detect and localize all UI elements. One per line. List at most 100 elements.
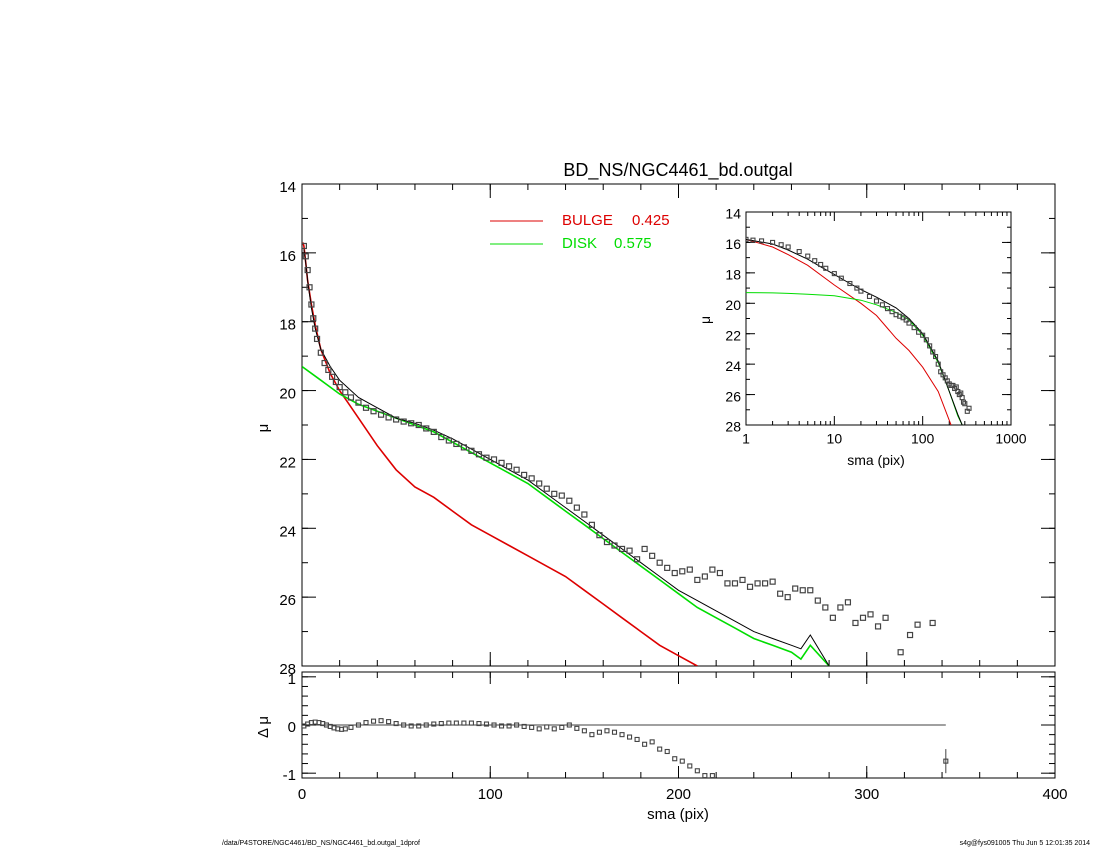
main-data-point	[656, 559, 663, 566]
main-data-point	[329, 373, 336, 380]
inset-data-point	[935, 361, 941, 367]
main-data-point	[829, 614, 836, 621]
main-data-point	[430, 428, 437, 435]
main-data-point	[498, 459, 505, 466]
main-data-point	[490, 456, 498, 463]
main-data-point	[929, 619, 936, 627]
main-y-tick-label: 18	[279, 317, 296, 334]
main-data-point	[588, 521, 596, 528]
residual-data-point	[491, 722, 497, 728]
inset-data-point	[916, 329, 922, 335]
main-data-point	[321, 359, 328, 367]
inset-data-point	[847, 280, 853, 287]
residual-data-point	[694, 768, 700, 774]
main-data-point	[784, 594, 791, 601]
inset-clipped-layer	[746, 236, 972, 425]
residual-data-point	[342, 726, 348, 732]
inset-data-point	[953, 384, 959, 390]
main-data-point	[573, 504, 580, 511]
residual-data-point	[566, 722, 572, 728]
main-data-point	[408, 420, 415, 427]
main-data-point	[312, 325, 319, 332]
inset-y-tick-label: 16	[725, 236, 741, 252]
inset-data-point	[903, 317, 909, 323]
inset-data-point	[962, 401, 968, 407]
main-data-point	[468, 447, 475, 454]
main-data-point	[807, 587, 814, 594]
inset-x-tick-label: 10	[827, 431, 843, 447]
main-data-point	[914, 621, 921, 628]
main-data-point	[724, 580, 731, 587]
main-data-point	[536, 480, 543, 487]
residual-data-point	[416, 723, 422, 729]
legend-disk-name: DISK	[562, 235, 597, 252]
main-data-point	[679, 568, 686, 575]
residual-clipped-layer	[302, 718, 949, 778]
residual-data-point	[446, 720, 452, 726]
residual-data-point	[506, 723, 512, 729]
main-data-point	[400, 418, 407, 425]
main-data-point	[709, 566, 716, 573]
main-y-tick-label: 26	[279, 592, 296, 609]
main-data-point	[694, 576, 701, 584]
inset-y-tick-label: 18	[725, 267, 741, 283]
main-data-point	[370, 408, 377, 415]
main-data-point	[906, 631, 914, 639]
inset-data-point	[770, 239, 776, 245]
inset-data-point	[866, 293, 873, 299]
inset-data-point	[959, 395, 965, 401]
inset-data-point	[805, 253, 811, 259]
residual-data-point	[596, 729, 602, 735]
main-data-point	[313, 335, 321, 343]
residual-error-point	[943, 758, 949, 764]
main-data-point	[302, 242, 307, 250]
inset-data-point	[906, 320, 912, 326]
main-data-point	[423, 425, 430, 432]
residual-data-point	[393, 721, 399, 727]
main-y-label: μ	[255, 424, 272, 433]
main-plot: 14 16 18 20 22 24 26 28 μ BULGE 0.425 DISK 0.57…	[255, 179, 1056, 678]
residual-data-point	[642, 741, 648, 747]
residual-data-point	[408, 723, 414, 729]
inset-data-point	[927, 343, 933, 349]
main-data-point	[460, 444, 467, 451]
inset-data-point	[911, 325, 917, 331]
residual-data-point	[355, 722, 362, 728]
inset-data-point	[889, 309, 895, 315]
main-data-point	[325, 366, 332, 374]
residual-data-point	[604, 728, 610, 734]
residual-data-point	[627, 734, 633, 740]
residual-data-point	[679, 758, 685, 764]
inset-data-point	[858, 288, 864, 294]
residual-data-point	[559, 724, 565, 730]
inset-x-tick-label: 100	[911, 431, 935, 447]
residual-data-point	[363, 720, 369, 726]
main-data-point	[882, 614, 889, 621]
main-data-point	[475, 451, 483, 458]
residual-series-layer	[302, 718, 949, 778]
main-data-point	[626, 547, 633, 554]
inset-y-tick-label: 26	[725, 388, 741, 404]
main-data-point	[686, 566, 693, 573]
main-data-point	[603, 538, 611, 546]
main-data-point	[716, 569, 724, 577]
residual-data-point	[529, 724, 535, 730]
inset-data-point	[958, 390, 964, 396]
residual-y-label: Δ μ	[255, 716, 272, 738]
footer-user-timestamp: s4g@fys091005 Thu Jun 5 12:01:35 2014	[959, 840, 1090, 847]
main-data-point	[393, 416, 400, 423]
residual-data-point	[709, 773, 715, 778]
main-data-point	[769, 578, 776, 585]
main-data-point	[306, 284, 313, 291]
main-data-point	[859, 614, 867, 621]
main-data-point	[852, 619, 859, 627]
main-data-point	[814, 597, 821, 604]
inset-series-layer	[746, 236, 972, 425]
inset-data-point	[838, 275, 844, 281]
main-data-point	[415, 421, 422, 429]
residual-data-point	[453, 720, 459, 726]
inset-data-point	[879, 302, 885, 308]
residual-data-point	[551, 726, 557, 732]
